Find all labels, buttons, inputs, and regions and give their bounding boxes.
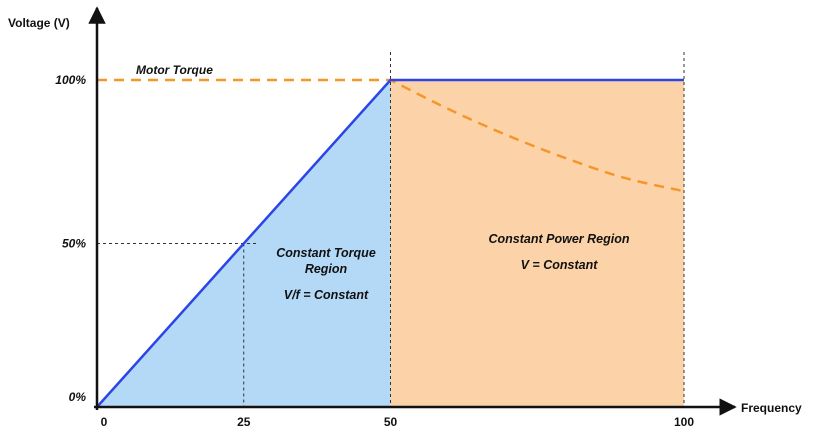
power-region-caption-0: Constant Power Region (489, 232, 630, 246)
voltage-line (96, 78, 684, 408)
constant-power-region (390, 80, 684, 407)
motor-torque-line (97, 78, 685, 193)
x-tick-labels: 0 25 50 100 (101, 415, 695, 429)
region-captions: Constant Torque Region V/f = Constant Const… (276, 232, 630, 302)
torque-region-caption-2: V/f = Constant (284, 288, 369, 302)
y-axis-label: Voltage (V) (8, 16, 70, 30)
y-tick-50: 50% (62, 237, 86, 251)
y-tick-100: 100% (55, 73, 86, 87)
y-tick-labels: 0% 50% 100% (55, 73, 86, 404)
x-tick-100: 100 (674, 415, 694, 429)
torque-region-caption-0: Constant Torque (276, 246, 376, 260)
y-tick-0: 0% (69, 390, 87, 404)
x-axis-label: Frequency (741, 401, 802, 415)
reference-lines (97, 52, 685, 407)
x-tick-50: 50 (384, 415, 398, 429)
motor-torque-label: Motor Torque (136, 63, 213, 77)
power-region-caption-1: V = Constant (521, 258, 599, 272)
torque-region-caption-1: Region (305, 262, 348, 276)
x-tick-25: 25 (237, 415, 251, 429)
x-tick-0: 0 (101, 415, 108, 429)
